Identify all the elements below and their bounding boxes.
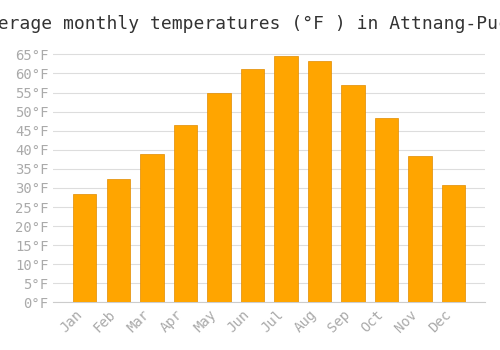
Bar xyxy=(408,155,432,302)
Bar xyxy=(308,61,331,302)
Bar xyxy=(240,69,264,302)
Bar xyxy=(140,154,164,302)
Bar xyxy=(442,185,466,302)
Bar xyxy=(342,85,365,302)
Bar xyxy=(106,179,130,302)
Bar xyxy=(375,118,398,302)
Bar xyxy=(174,125,197,302)
Title: Average monthly temperatures (°F ) in Attnang-Puchheim: Average monthly temperatures (°F ) in At… xyxy=(0,15,500,33)
Bar xyxy=(207,92,231,302)
Bar xyxy=(73,194,96,302)
Bar xyxy=(274,56,297,302)
